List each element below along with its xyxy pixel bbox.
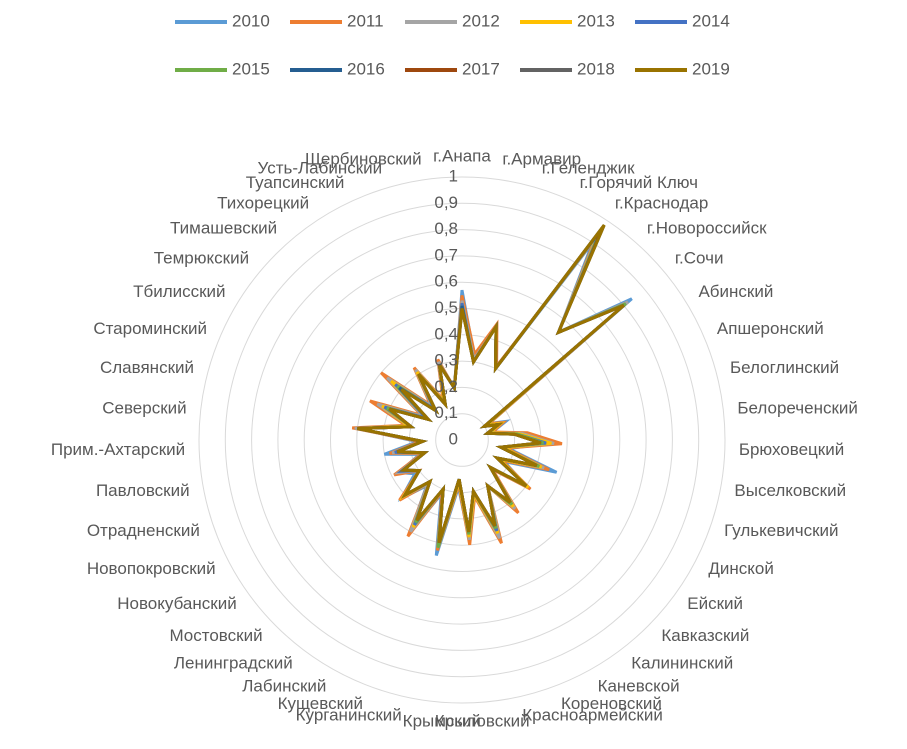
series-line (357, 224, 625, 544)
category-label: Тихорецкий (217, 193, 309, 212)
category-label: Темрюкский (154, 248, 249, 267)
legend-label: 2016 (347, 59, 385, 78)
radial-tick-label: 0,6 (434, 272, 458, 291)
grid-ring (356, 334, 568, 546)
category-label: г.Анапа (433, 146, 491, 165)
legend-label: 2018 (577, 59, 615, 78)
category-label: Павловский (96, 481, 190, 500)
category-label: Тимашевский (170, 219, 277, 238)
radial-tick-label: 0,1 (434, 403, 458, 422)
category-label: Ейский (687, 594, 743, 613)
category-label: Кавказский (661, 626, 749, 645)
category-label: Гулькевичский (724, 521, 838, 540)
category-label: г.Горячий Ключ (580, 173, 698, 192)
radial-tick-label: 0,4 (434, 324, 458, 343)
category-label: Мостовский (169, 626, 262, 645)
legend-label: 2011 (347, 11, 384, 30)
category-label: Отрадненский (87, 521, 200, 540)
grid-ring (435, 413, 489, 467)
category-label: Славянский (100, 358, 194, 377)
radial-tick-label: 0,2 (434, 377, 458, 396)
grid-ring (198, 176, 726, 704)
category-label: Крымский (403, 712, 481, 731)
category-label: Апшеронский (717, 319, 824, 338)
category-label: Белореченский (737, 399, 858, 418)
category-label: Курганинский (296, 706, 402, 725)
radial-tick-label: 0,7 (434, 245, 458, 264)
category-label: Красноармейский (522, 706, 663, 725)
category-label: г.Краснодар (615, 193, 708, 212)
radial-tick-label: 0,3 (434, 351, 458, 370)
radial-tick-label: 0,5 (434, 298, 458, 317)
category-label: Выселковский (734, 481, 846, 500)
radial-tick-label: 0,9 (434, 193, 458, 212)
radial-tick-label: 0,8 (434, 219, 458, 238)
category-label: Щербиновский (305, 150, 422, 169)
category-label: Староминский (93, 319, 207, 338)
legend-label: 2014 (692, 11, 730, 30)
grid-ring (277, 255, 647, 625)
category-label: Кореновский (561, 694, 662, 713)
category-label: Северский (102, 399, 186, 418)
category-label: Лабинский (242, 676, 326, 695)
category-label: Новокубанский (117, 594, 236, 613)
legend-label: 2010 (232, 11, 270, 30)
category-label: г.Новороссийск (647, 219, 767, 238)
category-label: г.Армавир (502, 150, 581, 169)
category-label: Белоглинский (730, 358, 839, 377)
grid-ring (303, 281, 621, 599)
category-label: Динской (708, 559, 773, 578)
category-label: г.Геленджик (542, 158, 635, 177)
category-label: Тбилисский (133, 282, 225, 301)
grid-ring (251, 229, 673, 651)
radial-tick-label: 1 (449, 166, 458, 185)
legend-label: 2017 (462, 59, 500, 78)
radial-tick-label: 0 (449, 429, 458, 448)
category-label: Кущевский (278, 694, 363, 713)
category-label: Туапсинский (246, 173, 345, 192)
category-label: Брюховецкий (739, 440, 844, 459)
category-label: Абинский (698, 282, 773, 301)
category-label: Новопокровский (87, 559, 216, 578)
category-label: Крыловский (435, 712, 530, 731)
legend-label: 2012 (462, 11, 500, 30)
category-label: Калининский (631, 653, 733, 672)
legend-label: 2015 (232, 59, 270, 78)
category-label: г.Сочи (675, 248, 724, 267)
legend-label: 2013 (577, 11, 615, 30)
category-label: Ленинградский (174, 653, 293, 672)
category-label: Усть-Лабинский (258, 158, 383, 177)
category-label: Каневской (598, 676, 680, 695)
grid-ring (224, 202, 700, 678)
legend-label: 2019 (692, 59, 730, 78)
category-label: Прим.-Ахтарский (51, 440, 185, 459)
